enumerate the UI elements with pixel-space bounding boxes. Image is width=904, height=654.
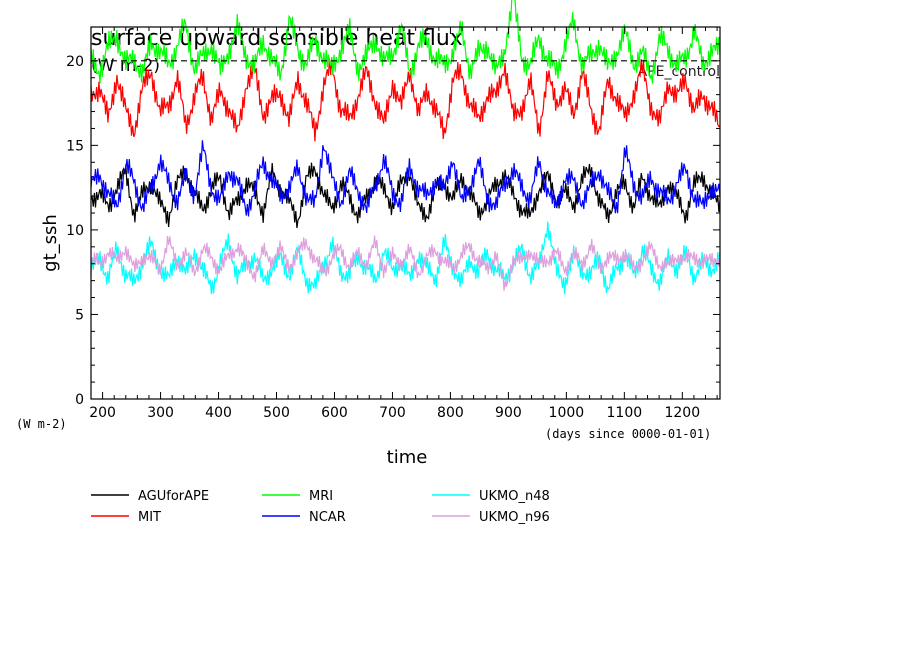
y-axis-units: (W m-2) xyxy=(16,417,67,431)
x-tick-label: 1200 xyxy=(664,405,700,421)
series-line-ncar xyxy=(90,140,721,217)
x-tick-label: 800 xyxy=(437,405,464,421)
y-axis-label: gt_ssh xyxy=(40,214,61,272)
y-tick-label: 5 xyxy=(75,307,84,323)
x-tick-label: 900 xyxy=(495,405,522,421)
x-tick-label: 1100 xyxy=(607,405,643,421)
legend: AGUforAPE MIT MRI NCAR UKMO_n48 UKMO_n96 xyxy=(91,489,550,525)
legend-label-aguforape: AGUforAPE xyxy=(138,489,209,504)
series-line-mit xyxy=(90,57,721,142)
legend-label-mit: MIT xyxy=(138,510,161,525)
x-tick-label: 1000 xyxy=(549,405,585,421)
x-tick-label: 200 xyxy=(89,405,116,421)
x-tick-label: 500 xyxy=(263,405,290,421)
y-tick-label: 10 xyxy=(66,223,84,239)
y-tick-label: 15 xyxy=(66,138,84,154)
series-line-ukmo_n96 xyxy=(90,235,721,291)
y-tick-label: 20 xyxy=(66,54,84,70)
x-axis-units: (days since 0000-01-01) xyxy=(545,427,711,441)
x-tick-label: 300 xyxy=(147,405,174,421)
plot-area xyxy=(90,0,721,295)
y-tick-label: 0 xyxy=(75,392,84,408)
legend-label-ncar: NCAR xyxy=(309,510,346,525)
ticks-layer xyxy=(91,26,720,400)
tick-labels-layer: 200 300 400 500 600 700 800 900 1000 1100 1200 0 5 10… xyxy=(66,54,700,421)
x-tick-label: 600 xyxy=(321,405,348,421)
chart-annotation: APE_control xyxy=(638,64,720,80)
legend-label-ukmo_n96: UKMO_n96 xyxy=(479,510,550,525)
legend-label-mri: MRI xyxy=(309,489,333,504)
series-layer xyxy=(90,0,721,295)
series-line-ukmo_n48 xyxy=(90,221,721,295)
legend-label-ukmo_n48: UKMO_n48 xyxy=(479,489,550,504)
series-line-mri xyxy=(90,0,721,84)
x-tick-label: 700 xyxy=(379,405,406,421)
x-tick-label: 400 xyxy=(205,405,232,421)
x-axis-label: time xyxy=(387,447,428,468)
